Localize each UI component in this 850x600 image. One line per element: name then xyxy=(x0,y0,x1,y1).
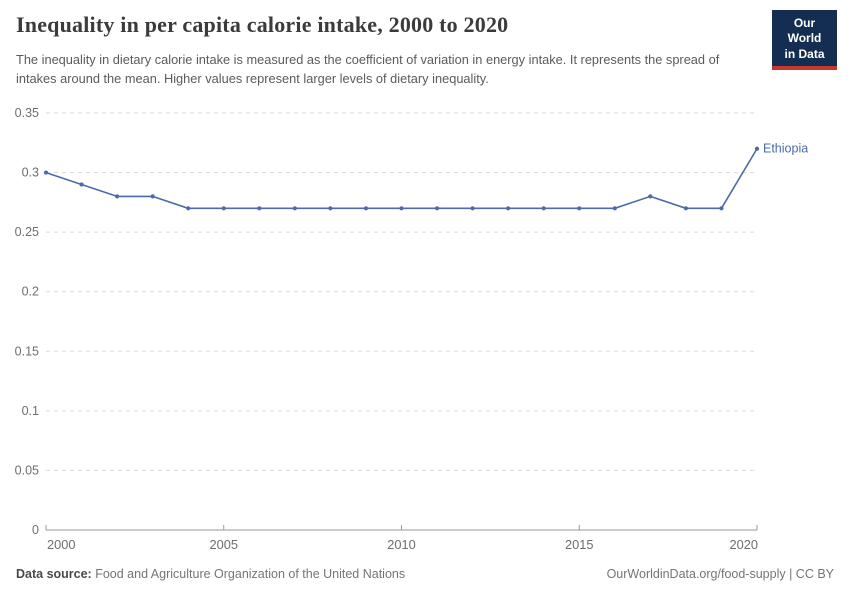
y-tick-label: 0.2 xyxy=(22,285,39,299)
data-point[interactable] xyxy=(186,206,191,211)
data-point[interactable] xyxy=(434,206,440,211)
data-point[interactable] xyxy=(79,182,84,187)
credit-link[interactable]: OurWorldinData.org/food-supply | CC BY xyxy=(606,567,834,581)
data-point[interactable] xyxy=(257,206,262,211)
data-point[interactable] xyxy=(577,206,582,211)
data-source-label: Data source: xyxy=(16,567,92,581)
data-point[interactable] xyxy=(221,206,226,211)
data-point[interactable] xyxy=(541,206,546,211)
data-source-text: Food and Agriculture Organization of the… xyxy=(91,567,406,581)
data-point[interactable] xyxy=(292,206,297,211)
data-point[interactable] xyxy=(399,206,404,211)
data-point[interactable] xyxy=(363,206,369,211)
x-tick-label: 2015 xyxy=(565,537,593,552)
y-tick-label: 0.35 xyxy=(15,106,39,120)
chart-footer: Data source: Food and Agriculture Organi… xyxy=(16,567,834,581)
y-tick-label: 0.25 xyxy=(15,225,39,239)
x-tick-label: 2010 xyxy=(387,537,415,552)
data-line[interactable] xyxy=(45,148,758,210)
data-point[interactable] xyxy=(470,206,475,211)
y-tick-label: 0.1 xyxy=(22,404,39,418)
y-tick-label: 0.15 xyxy=(15,344,39,358)
series-end-label[interactable]: Ethiopia xyxy=(763,142,808,156)
page-title: Inequality in per capita calorie intake,… xyxy=(16,12,509,37)
data-point[interactable] xyxy=(328,206,333,211)
owid-logo-line2: in Data xyxy=(784,46,825,61)
data-point[interactable] xyxy=(719,206,724,211)
data-source: Data source: Food and Agriculture Organi… xyxy=(16,567,405,581)
y-tick-label: 0 xyxy=(32,523,39,537)
data-point[interactable] xyxy=(754,146,760,151)
data-point[interactable] xyxy=(115,194,120,199)
data-point[interactable] xyxy=(506,206,511,211)
x-tick-label: 2000 xyxy=(47,537,75,552)
data-point[interactable] xyxy=(150,194,155,199)
data-point[interactable] xyxy=(612,206,617,211)
data-point[interactable] xyxy=(648,194,653,199)
chart-subtitle: The inequality in dietary calorie intake… xyxy=(16,52,720,86)
owid-logo[interactable]: Our World in Data xyxy=(772,10,837,71)
x-tick-label: 2020 xyxy=(730,537,758,552)
y-tick-label: 0.3 xyxy=(22,166,39,180)
y-tick-label: 0.05 xyxy=(15,463,39,477)
data-point[interactable] xyxy=(43,170,49,175)
x-tick-label: 2005 xyxy=(210,537,238,552)
data-point[interactable] xyxy=(683,206,689,211)
owid-logo-line1: Our World xyxy=(787,16,822,46)
